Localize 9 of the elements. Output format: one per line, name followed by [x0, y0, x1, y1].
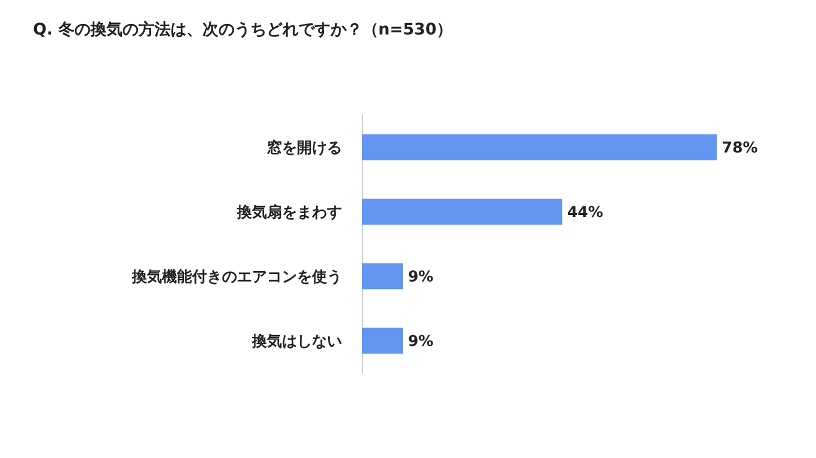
- data-label: 78%: [722, 138, 758, 156]
- y-tick-label: 換気機能付きのエアコンを使う: [131, 267, 342, 286]
- data-label: 9%: [408, 332, 434, 350]
- y-tick-label: 換気扇をまわす: [236, 202, 342, 221]
- chart-title: Q. 冬の換気の方法は、次のうちどれですか？（n=530）: [33, 20, 452, 38]
- data-label: 44%: [567, 202, 604, 221]
- y-tick-label: 窓を開ける: [267, 138, 342, 156]
- data-label: 9%: [408, 267, 434, 286]
- y-tick-label: 換気はしない: [251, 332, 342, 350]
